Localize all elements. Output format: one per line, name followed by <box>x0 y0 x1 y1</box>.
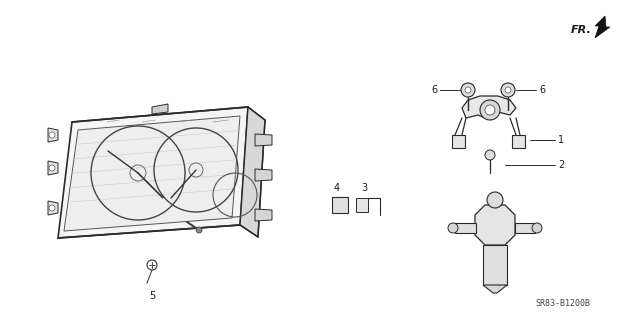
Circle shape <box>49 132 55 138</box>
Polygon shape <box>64 116 240 231</box>
Circle shape <box>485 105 495 115</box>
Polygon shape <box>48 201 58 215</box>
Polygon shape <box>462 96 516 118</box>
Polygon shape <box>255 169 272 181</box>
Polygon shape <box>255 134 272 146</box>
Polygon shape <box>595 16 610 38</box>
Text: 5: 5 <box>149 291 155 301</box>
Text: 2: 2 <box>558 160 564 170</box>
Circle shape <box>485 150 495 160</box>
Circle shape <box>49 205 55 211</box>
Polygon shape <box>512 135 525 148</box>
Circle shape <box>487 192 503 208</box>
Circle shape <box>465 87 471 93</box>
Circle shape <box>501 83 515 97</box>
Polygon shape <box>58 107 248 238</box>
Polygon shape <box>483 285 507 293</box>
Polygon shape <box>332 197 348 213</box>
Polygon shape <box>48 161 58 175</box>
Text: 1: 1 <box>558 135 564 145</box>
Circle shape <box>49 165 55 171</box>
Polygon shape <box>452 135 465 148</box>
Circle shape <box>532 223 542 233</box>
Polygon shape <box>48 128 58 142</box>
Text: SR83-B1200B: SR83-B1200B <box>535 299 590 308</box>
Text: 3: 3 <box>361 183 367 193</box>
Polygon shape <box>475 205 515 245</box>
Circle shape <box>505 87 511 93</box>
Circle shape <box>196 227 202 233</box>
Polygon shape <box>515 223 535 233</box>
Polygon shape <box>483 245 507 285</box>
Polygon shape <box>455 223 476 233</box>
Text: 6: 6 <box>539 85 545 95</box>
Polygon shape <box>356 198 368 212</box>
Polygon shape <box>240 107 265 237</box>
Circle shape <box>480 100 500 120</box>
Text: 6: 6 <box>431 85 437 95</box>
Circle shape <box>461 83 475 97</box>
Polygon shape <box>152 104 168 114</box>
Circle shape <box>147 260 157 270</box>
Circle shape <box>448 223 458 233</box>
Polygon shape <box>255 209 272 221</box>
Text: 4: 4 <box>334 183 340 193</box>
Text: FR.: FR. <box>572 25 592 35</box>
